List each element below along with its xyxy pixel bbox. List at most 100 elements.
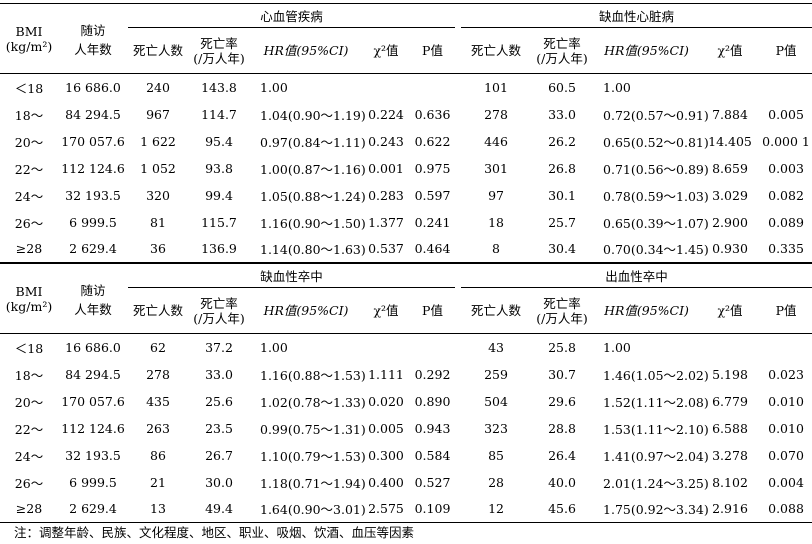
p-cell: 0.241 [414, 214, 451, 230]
p-cell: 0.109 [410, 495, 456, 523]
table-stroke: BMI (kg/m²) 随访 人年数 缺血性卒中 出血性卒中 死亡人数 死亡率(… [0, 263, 812, 523]
deaths-cell: 97 [488, 187, 504, 203]
hr-cell: 1.00 [603, 79, 631, 95]
deaths-cell: 101 [484, 79, 508, 95]
chi-cell: 14.405 [708, 133, 752, 149]
chi-header: χ²值 [362, 27, 410, 74]
deaths-cell: 1 622 [140, 133, 176, 149]
chi-cell: 0.283 [368, 187, 404, 203]
hr-cell: 1.53(1.11～2.10) [603, 421, 709, 437]
chi-cell: 0.001 [368, 160, 404, 176]
chi-cell: 8.659 [712, 160, 748, 176]
bmi-header: BMI (kg/m²) [0, 263, 58, 334]
chi-cell [700, 74, 760, 101]
chi-cell: 0.020 [368, 393, 404, 409]
bmi-cell: ＜18 [14, 340, 44, 356]
deaths-header: 死亡人数 [461, 27, 532, 74]
table-row: ≥28 2 629.4 36 136.9 1.14(0.80～1.63) 0.537 0.4… [0, 235, 812, 263]
person-years-cell: 2 629.4 [58, 235, 128, 263]
p-cell: 0.003 [768, 160, 804, 176]
hr-cell: 1.75(0.92～3.34) [593, 495, 709, 523]
hr-cell: 1.10(0.79～1.53) [260, 448, 366, 464]
bmi-cell: ＜18 [14, 80, 44, 96]
chi-cell: 0.005 [368, 420, 404, 436]
chi-cell: 6.588 [712, 420, 748, 436]
p-cell: 0.527 [414, 474, 451, 490]
deaths-cell: 85 [488, 447, 504, 463]
rate-cell: 93.8 [205, 160, 233, 176]
bmi-cell: 20～ [14, 394, 44, 410]
deaths-cell: 967 [146, 106, 170, 122]
p-cell: 0.464 [410, 235, 456, 263]
hr-cell: 1.14(0.80～1.63) [250, 235, 366, 263]
bmi-cell: ≥28 [0, 235, 58, 263]
hr-cell: 1.52(1.11～2.08) [603, 394, 709, 410]
bmi-cell: 22～ [14, 161, 44, 177]
rate-cell: 33.0 [548, 106, 576, 122]
hr-cell: 1.64(0.90～3.01) [250, 495, 366, 523]
table-footnote: 注：调整年龄、民族、文化程度、地区、职业、吸烟、饮酒、血压等因素 [14, 525, 415, 540]
p-cell: 0.597 [414, 187, 451, 203]
deaths-cell: 323 [484, 420, 508, 436]
person-years-cell: 16 686.0 [65, 339, 121, 355]
deaths-cell: 259 [484, 366, 508, 382]
deaths-cell: 504 [484, 393, 508, 409]
deaths-header: 死亡人数 [461, 287, 532, 334]
deaths-cell: 263 [146, 420, 170, 436]
chi-cell [700, 334, 760, 361]
hr-cell: 1.16(0.88～1.53) [260, 367, 366, 383]
p-cell: 0.975 [414, 160, 451, 176]
person-years-cell: 170 057.6 [61, 393, 125, 409]
p-cell: 0.010 [768, 420, 804, 436]
rate-header: 死亡率 (/万人年) [188, 287, 250, 334]
rate-cell: 26.7 [205, 447, 233, 463]
bmi-cell: 24～ [14, 188, 44, 204]
table-row: 24～ 32 193.5 320 99.4 1.05(0.88～1.24) 0.283 0.… [0, 182, 812, 209]
rate-cell: 30.7 [548, 366, 576, 382]
table-row: 26～ 6 999.5 21 30.0 1.18(0.71～1.94) 0.400 0.52… [0, 469, 812, 496]
chi-cell [362, 74, 410, 101]
rate-cell: 33.0 [205, 366, 233, 382]
person-years-cell: 32 193.5 [65, 447, 121, 463]
table-row: ＜18 16 686.0 62 37.2 1.00 43 25.8 1.00 [0, 334, 812, 361]
rate-cell: 30.1 [548, 187, 576, 203]
deaths-cell: 278 [146, 366, 170, 382]
hr-cell: 0.65(0.39～1.07) [603, 215, 709, 231]
deaths-cell: 1 052 [140, 160, 176, 176]
person-years-cell: 6 999.5 [69, 474, 117, 490]
rate-cell: 30.4 [531, 235, 594, 263]
person-years-cell: 112 124.6 [61, 160, 125, 176]
chi-header: χ²值 [362, 287, 410, 334]
hr-cell: 1.00(0.87～1.16) [260, 161, 366, 177]
p-cell: 0.943 [414, 420, 451, 436]
p-cell: 0.070 [768, 447, 804, 463]
chi-cell: 6.779 [712, 393, 748, 409]
followup-header: 随访 人年数 [58, 3, 128, 74]
p-cell [760, 334, 812, 361]
hr-cell: 2.01(1.24～3.25) [603, 475, 709, 491]
rate-header: 死亡率 (/万人年) [531, 287, 594, 334]
chi-cell [362, 334, 410, 361]
rate-cell: 99.4 [205, 187, 233, 203]
chi-cell: 5.198 [712, 366, 748, 382]
p-cell: 0.004 [768, 474, 804, 490]
table-row: 24～ 32 193.5 86 26.7 1.10(0.79～1.53) 0.300 0.5… [0, 442, 812, 469]
table-body: ＜18 16 686.0 62 37.2 1.00 43 25.8 1.00 18～ 84 294… [0, 334, 812, 523]
rate-cell: 115.7 [201, 214, 237, 230]
rate-cell: 136.9 [188, 235, 250, 263]
rate-cell: 114.7 [201, 106, 237, 122]
rate-cell: 37.2 [205, 339, 233, 355]
deaths-cell: 43 [488, 339, 504, 355]
deaths-cell: 320 [146, 187, 170, 203]
rate-cell: 30.0 [205, 474, 233, 490]
hr-cell: 1.41(0.97～2.04) [603, 448, 709, 464]
chi-header: χ²值 [700, 27, 761, 74]
hr-header: HR值(95%CI) [250, 287, 362, 334]
rate-cell: 49.4 [188, 495, 250, 523]
bmi-header: BMI (kg/m²) [0, 3, 58, 74]
hr-cell: 1.00 [260, 79, 288, 95]
table-row: 22～ 112 124.6 263 23.5 0.99(0.75～1.31) 0.005 0… [0, 415, 812, 442]
chi-cell: 0.224 [368, 106, 404, 122]
group-header-ischemic-stroke: 缺血性卒中 [128, 263, 456, 288]
rate-cell: 40.0 [548, 474, 576, 490]
